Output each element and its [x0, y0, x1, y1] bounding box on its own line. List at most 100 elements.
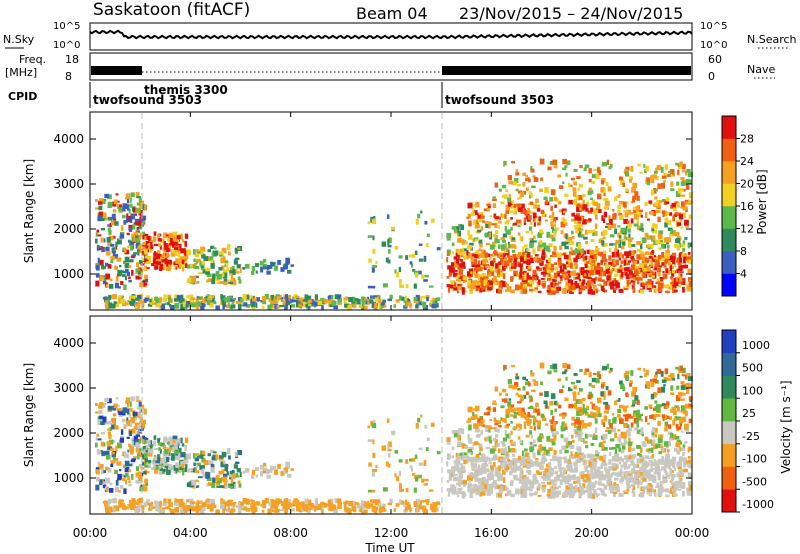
- velocity-cell: [652, 453, 655, 458]
- velocity-cell: [370, 499, 373, 503]
- power-cell: [536, 217, 540, 223]
- velocity-cell: [667, 464, 671, 470]
- velocity-cell: [216, 485, 220, 488]
- power-cell: [518, 263, 523, 267]
- velocity-cell: [613, 477, 619, 481]
- power-cell: [579, 183, 583, 188]
- velocity-cell: [276, 508, 280, 513]
- power-cell: [576, 176, 581, 179]
- power-cell: [126, 213, 129, 219]
- velocity-cell: [462, 480, 467, 485]
- power-cell: [131, 233, 134, 238]
- velocity-cell: [426, 437, 430, 442]
- velocity-cell: [220, 461, 225, 468]
- power-cell: [636, 260, 640, 264]
- velocity-cell: [646, 469, 651, 476]
- velocity-cell: [314, 498, 318, 504]
- velocity-cell: [577, 477, 580, 483]
- velocity-cell: [670, 480, 674, 485]
- velocity-cell: [598, 443, 604, 448]
- velocity-cell: [537, 471, 542, 475]
- velocity-cell: [417, 417, 421, 423]
- velocity-cell: [515, 458, 521, 464]
- power-cell: [513, 257, 518, 261]
- power-cell: [622, 241, 626, 246]
- power-cell: [589, 250, 594, 256]
- power-cell: [596, 203, 601, 209]
- velocity-cell: [425, 499, 430, 503]
- power-cell: [587, 273, 591, 277]
- power-cell: [682, 240, 686, 246]
- velocity-cell: [607, 429, 612, 434]
- power-cell: [513, 222, 518, 225]
- velocity-cell: [166, 438, 170, 441]
- power-cell: [625, 225, 628, 229]
- power-cell: [667, 260, 671, 266]
- power-cell: [168, 262, 172, 268]
- power-cell: [230, 298, 235, 302]
- power-cell: [679, 216, 682, 223]
- power-cell: [142, 236, 147, 241]
- velocity-cell: [347, 508, 352, 515]
- velocity-cell: [574, 453, 580, 458]
- velocity-cell: [184, 454, 187, 460]
- velocity-cell: [479, 480, 483, 487]
- velocity-cell: [523, 490, 527, 493]
- velocity-cell: [136, 453, 142, 457]
- velocity-cell: [687, 456, 691, 459]
- power-cell: [688, 179, 692, 184]
- velocity-cell: [627, 431, 631, 437]
- velocity-cell: [163, 445, 166, 451]
- velocity-cell: [194, 479, 199, 483]
- nsearch-tick-top: 10^5: [700, 21, 727, 32]
- velocity-cell: [159, 467, 164, 474]
- velocity-cell: [126, 417, 129, 423]
- power-cell: [166, 266, 171, 271]
- power-cell: [546, 263, 551, 267]
- velocity-cell: [155, 508, 159, 512]
- power-cell: [564, 275, 569, 281]
- velocity-cell: [648, 493, 652, 497]
- power-cell: [577, 273, 580, 279]
- power-cell: [186, 264, 191, 269]
- velocity-cell: [589, 459, 594, 464]
- velocity-cell: [498, 448, 501, 454]
- power-cell: [526, 259, 531, 266]
- power-cell: [501, 194, 505, 198]
- power-cell: [630, 268, 633, 274]
- power-cell: [314, 294, 318, 300]
- velocity-cell: [155, 503, 159, 509]
- power-cell: [424, 279, 428, 282]
- velocity-cell: [467, 433, 470, 440]
- power-cell: [459, 263, 464, 268]
- power-cell: [599, 251, 604, 257]
- velocity-cell: [573, 461, 578, 467]
- velocity-cell: [475, 464, 478, 469]
- velocity-cell: [678, 457, 682, 463]
- velocity-cell: [543, 481, 546, 485]
- power-cell: [109, 284, 114, 289]
- velocity-cell: [412, 457, 416, 462]
- cpid-program-2: themis 3300: [144, 83, 228, 97]
- velocity-cell: [180, 502, 185, 506]
- power-cell: [210, 263, 215, 269]
- power-cell: [587, 210, 592, 214]
- power-cell: [511, 263, 515, 267]
- velocity-cell: [453, 473, 458, 476]
- power-cell: [105, 250, 111, 256]
- power-cell: [139, 232, 143, 237]
- velocity-cell: [687, 446, 693, 451]
- power-cell: [577, 231, 581, 238]
- velocity-cell: [122, 407, 128, 413]
- velocity-cell: [159, 500, 162, 507]
- velocity-cell: [112, 417, 116, 424]
- velocity-cell: [602, 433, 608, 439]
- velocity-cell: [417, 474, 422, 479]
- power-cell: [541, 242, 547, 247]
- velocity-cell: [174, 450, 179, 455]
- power-cell: [463, 255, 467, 261]
- power-cell: [523, 286, 527, 289]
- velocity-cell: [614, 484, 618, 488]
- velocity-cell: [493, 479, 497, 486]
- power-cell: [625, 267, 629, 270]
